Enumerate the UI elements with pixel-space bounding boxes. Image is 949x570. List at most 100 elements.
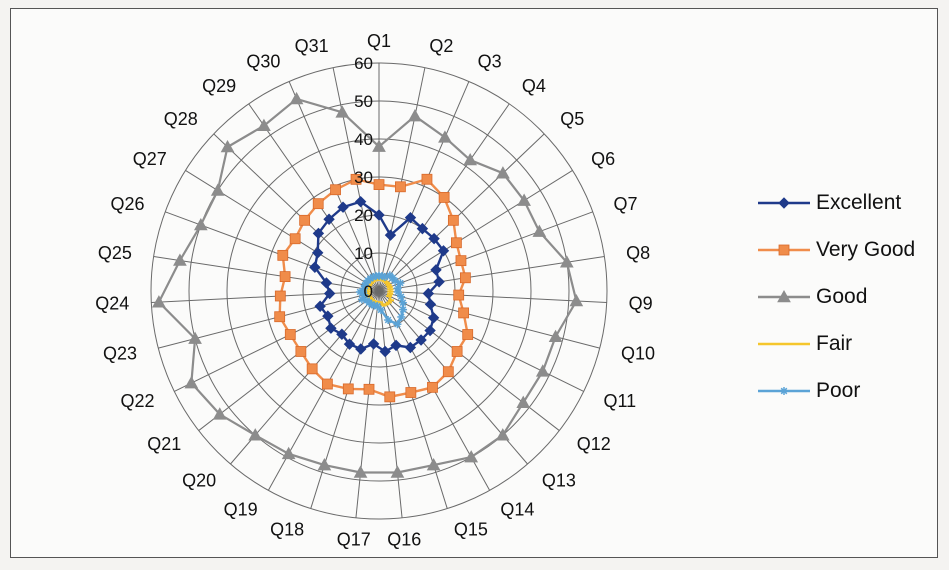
data-point-good [516,395,531,408]
data-point-very-good [450,237,462,249]
grid-spoke [378,67,426,292]
data-point-very-good [447,214,459,226]
data-point-very-good [274,311,286,323]
series-layer [152,91,584,478]
data-point-excellent [312,227,325,240]
data-point-poor [399,305,408,314]
data-point-good [193,217,208,231]
data-point-excellent [430,264,442,276]
label-layer: 0 10 20 30 40 50 60 Q1 Q2 Q3 Q4 Q5 Q6 Q7 Q8 Q9 Q10 Q11 Q12… [95,31,655,550]
category-label-q2: Q2 [429,36,453,56]
grid-spoke [378,81,470,292]
legend-label-fair: Fair [816,331,853,355]
data-point-good [438,130,452,143]
legend-item-good: Good [756,273,946,320]
data-point-good [289,91,304,105]
data-point-very-good [295,346,307,357]
data-point-excellent [323,287,336,300]
grid-spoke [198,290,380,431]
grid-spoke [378,290,600,349]
grid-spoke [310,290,380,509]
data-point-very-good [438,192,450,203]
category-label-q30: Q30 [246,51,280,71]
data-point-poor [376,305,385,314]
data-point-very-good [277,249,289,261]
radar-chart: 0 10 20 30 40 50 60 Q1 Q2 Q3 Q4 Q5 Q6 Q7 Q8 Q9 Q10 Q11 Q12… [95,31,655,550]
data-point-excellent [379,345,391,358]
category-label-q24: Q24 [95,294,129,314]
data-point-very-good [458,307,470,319]
data-point-good [548,329,563,343]
data-point-good [408,109,422,122]
data-point-very-good [284,329,296,340]
data-point-very-good [342,383,354,395]
data-point-excellent [424,298,437,311]
data-point-poor [393,320,402,329]
data-point-good [173,253,187,266]
category-label-q16: Q16 [387,530,421,550]
data-point-excellent [384,229,397,241]
data-point-very-good [299,214,311,226]
grid-spoke [378,290,448,509]
data-point-very-good [312,198,324,210]
category-label-q1: Q1 [367,31,391,51]
poor-marker-stroke [391,277,399,285]
data-point-very-good [306,363,318,375]
data-point-good [220,139,235,153]
category-label-q25: Q25 [98,243,132,263]
radial-tick-label: 60 [354,54,373,73]
poor-marker-stroke [399,306,407,313]
legend-label-good: Good [816,284,868,308]
category-label-q28: Q28 [164,109,198,129]
data-point-excellent [314,300,326,312]
data-point-good [353,465,368,478]
radial-tick-label: 40 [354,130,373,149]
poor-marker-stroke [399,299,407,307]
data-point-excellent [355,343,367,355]
data-point-excellent [367,338,380,350]
category-label-q22: Q22 [121,391,155,411]
poor-marker-stroke [384,316,392,324]
data-point-very-good [279,271,291,283]
legend-item-very-good: Very Good [756,226,946,273]
legend-item-poor: Poor [756,367,946,414]
category-label-q3: Q3 [478,51,502,71]
grid-spoke [378,290,403,518]
data-point-poor [384,316,393,325]
legend-swatch-fair [758,342,810,345]
data-point-excellent [437,245,450,257]
data-point-excellent [309,261,321,273]
category-label-q14: Q14 [500,500,534,520]
data-point-good [281,446,296,460]
data-point-very-good [321,378,333,390]
data-point-excellent [427,312,440,324]
legend-label-excellent: Excellent [816,190,902,214]
data-point-excellent [415,334,427,346]
data-point-excellent [312,247,324,259]
category-label-q20: Q20 [182,471,216,491]
category-label-q23: Q23 [103,344,137,364]
category-label-q27: Q27 [133,149,167,169]
data-point-poor [397,292,406,301]
legend-swatch-poor [758,386,810,395]
legend-swatch-very-good [758,244,810,255]
series-good [152,91,584,478]
legend-item-fair: Fair [756,320,946,367]
category-label-q9: Q9 [629,294,653,314]
data-point-good [372,139,386,152]
data-point-very-good [421,173,433,185]
category-label-q18: Q18 [270,520,304,540]
data-point-good [152,295,166,308]
data-point-excellent [422,287,435,300]
grid-spoke [378,290,584,392]
category-label-q7: Q7 [613,194,637,214]
radial-tick-label: 10 [354,244,373,263]
grid-spoke [378,290,607,304]
legend-label-very-good: Very Good [816,237,916,261]
grid-spoke [378,211,593,292]
grid-spoke [378,133,545,292]
data-point-good [426,458,441,471]
category-label-q21: Q21 [147,434,181,454]
data-point-excellent [320,277,333,289]
data-point-excellent [416,222,429,235]
